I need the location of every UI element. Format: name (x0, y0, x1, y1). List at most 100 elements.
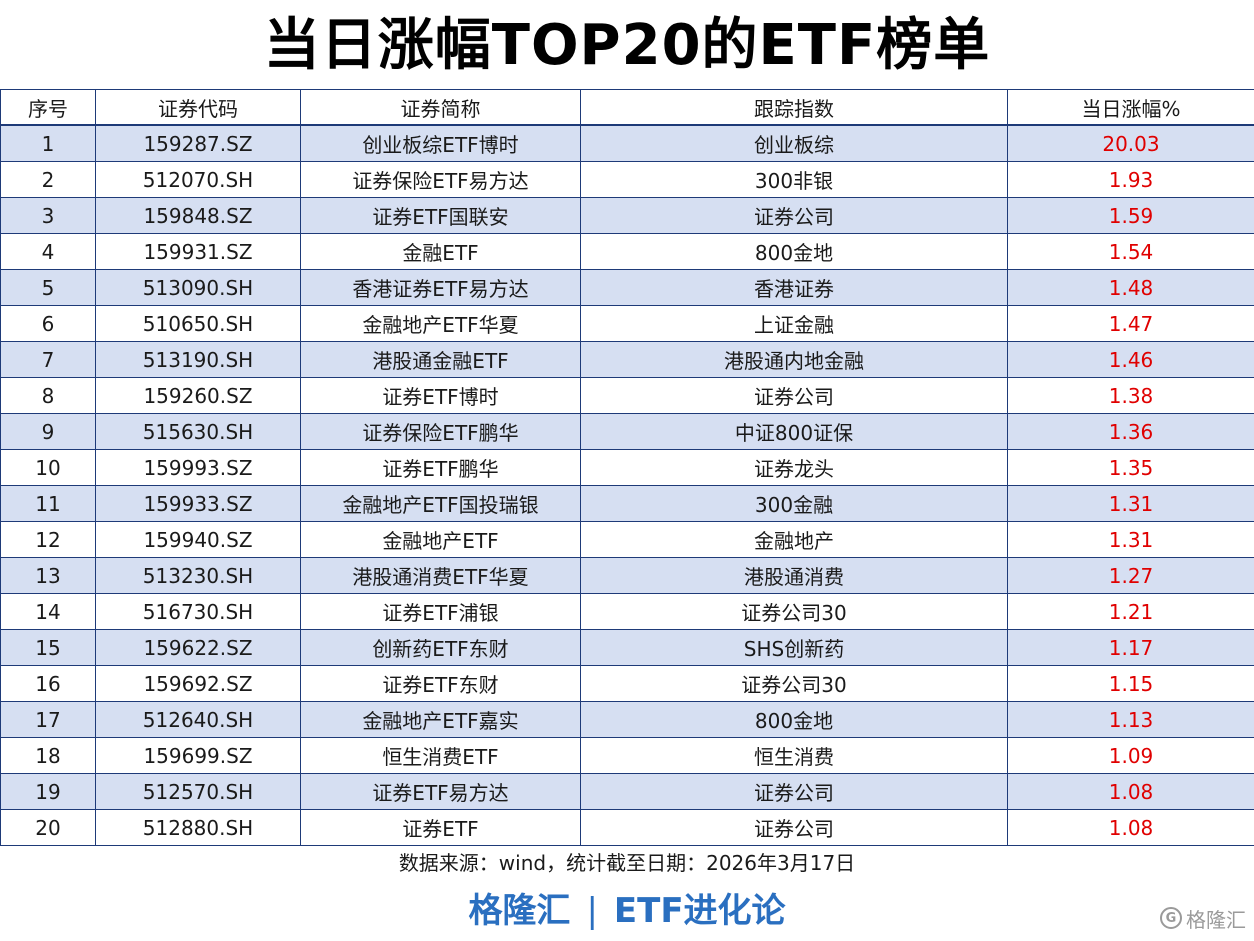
table-row: 7 513190.SH 港股通金融ETF 港股通内地金融 1.46 (0, 341, 1254, 378)
header-code: 证券代码 (95, 89, 301, 126)
cell-tracking-index: 金融地产 (580, 521, 1008, 558)
cell-tracking-index: 港股通消费 (580, 557, 1008, 594)
table-row: 18 159699.SZ 恒生消费ETF 恒生消费 1.09 (0, 737, 1254, 774)
cell-name: 金融ETF (300, 233, 581, 270)
cell-daily-change: 1.21 (1007, 593, 1254, 630)
data-source-note: 数据来源：wind，统计截至日期：2026年3月17日 (398, 851, 856, 875)
cell-code: 159848.SZ (95, 197, 301, 234)
cell-name: 创新药ETF东财 (300, 629, 581, 666)
cell-tracking-index: 证券公司 (580, 197, 1008, 234)
cell-name: 证券ETF浦银 (300, 593, 581, 630)
table-row: 5 513090.SH 香港证券ETF易方达 香港证券 1.48 (0, 269, 1254, 306)
cell-code: 512570.SH (95, 773, 301, 810)
table-row: 12 159940.SZ 金融地产ETF 金融地产 1.31 (0, 521, 1254, 558)
cell-code: 512070.SH (95, 161, 301, 198)
cell-index: 10 (0, 449, 96, 486)
cell-tracking-index: 证券公司 (580, 809, 1008, 846)
cell-daily-change: 1.59 (1007, 197, 1254, 234)
table-row: 9 515630.SH 证券保险ETF鹏华 中证800证保 1.36 (0, 413, 1254, 450)
cell-tracking-index: 证券公司 (580, 377, 1008, 414)
cell-daily-change: 1.15 (1007, 665, 1254, 702)
cell-name: 金融地产ETF华夏 (300, 305, 581, 342)
cell-code: 159699.SZ (95, 737, 301, 774)
cell-code: 159622.SZ (95, 629, 301, 666)
table-row: 10 159993.SZ 证券ETF鹏华 证券龙头 1.35 (0, 449, 1254, 486)
table-row: 11 159933.SZ 金融地产ETF国投瑞银 300金融 1.31 (0, 485, 1254, 522)
cell-tracking-index: 中证800证保 (580, 413, 1008, 450)
cell-code: 513230.SH (95, 557, 301, 594)
cell-name: 证券ETF东财 (300, 665, 581, 702)
cell-tracking-index: 证券公司30 (580, 665, 1008, 702)
table-row: 15 159622.SZ 创新药ETF东财 SHS创新药 1.17 (0, 629, 1254, 666)
cell-daily-change: 1.09 (1007, 737, 1254, 774)
cell-tracking-index: 300非银 (580, 161, 1008, 198)
table-row: 13 513230.SH 港股通消费ETF华夏 港股通消费 1.27 (0, 557, 1254, 594)
cell-tracking-index: 证券公司 (580, 773, 1008, 810)
gelonghui-logo-icon: G (1160, 907, 1182, 929)
brand-footer: 格隆汇 | ETF进化论 (0, 886, 1254, 936)
cell-tracking-index: 香港证券 (580, 269, 1008, 306)
cell-name: 证券ETF国联安 (300, 197, 581, 234)
table-row: 17 512640.SH 金融地产ETF嘉实 800金地 1.13 (0, 701, 1254, 738)
cell-code: 510650.SH (95, 305, 301, 342)
table-header-row: 序号 证券代码 证券简称 跟踪指数 当日涨幅% (0, 89, 1254, 126)
cell-daily-change: 1.47 (1007, 305, 1254, 342)
cell-index: 11 (0, 485, 96, 522)
header-name: 证券简称 (300, 89, 581, 126)
cell-index: 1 (0, 124, 96, 162)
table-body: 1 159287.SZ 创业板综ETF博时 创业板综 20.03 2 512070.SH 证券… (0, 124, 1254, 846)
cell-tracking-index: 证券公司30 (580, 593, 1008, 630)
cell-name: 港股通金融ETF (300, 341, 581, 378)
cell-code: 159260.SZ (95, 377, 301, 414)
cell-index: 16 (0, 665, 96, 702)
cell-index: 2 (0, 161, 96, 198)
table-row: 16 159692.SZ 证券ETF东财 证券公司30 1.15 (0, 665, 1254, 702)
table-row: 3 159848.SZ 证券ETF国联安 证券公司 1.59 (0, 197, 1254, 234)
table-row: 8 159260.SZ 证券ETF博时 证券公司 1.38 (0, 377, 1254, 414)
cell-code: 512880.SH (95, 809, 301, 846)
cell-index: 17 (0, 701, 96, 738)
cell-index: 9 (0, 413, 96, 450)
header-tracking-index: 跟踪指数 (580, 89, 1008, 126)
cell-daily-change: 1.17 (1007, 629, 1254, 666)
cell-code: 159287.SZ (95, 124, 301, 162)
cell-index: 19 (0, 773, 96, 810)
cell-name: 证券保险ETF鹏华 (300, 413, 581, 450)
table-row: 6 510650.SH 金融地产ETF华夏 上证金融 1.47 (0, 305, 1254, 342)
cell-code: 159940.SZ (95, 521, 301, 558)
cell-daily-change: 1.93 (1007, 161, 1254, 198)
cell-tracking-index: 创业板综 (580, 124, 1008, 162)
cell-daily-change: 1.08 (1007, 773, 1254, 810)
table-row: 14 516730.SH 证券ETF浦银 证券公司30 1.21 (0, 593, 1254, 630)
cell-name: 香港证券ETF易方达 (300, 269, 581, 306)
cell-daily-change: 1.48 (1007, 269, 1254, 306)
table-row: 2 512070.SH 证券保险ETF易方达 300非银 1.93 (0, 161, 1254, 198)
cell-index: 3 (0, 197, 96, 234)
watermark-text: 格隆汇 (1186, 907, 1246, 932)
cell-code: 159692.SZ (95, 665, 301, 702)
cell-name: 金融地产ETF国投瑞银 (300, 485, 581, 522)
cell-name: 证券ETF (300, 809, 581, 846)
cell-name: 证券ETF易方达 (300, 773, 581, 810)
cell-code: 516730.SH (95, 593, 301, 630)
cell-name: 金融地产ETF嘉实 (300, 701, 581, 738)
cell-name: 证券保险ETF易方达 (300, 161, 581, 198)
cell-code: 513190.SH (95, 341, 301, 378)
cell-tracking-index: SHS创新药 (580, 629, 1008, 666)
etf-ranking-table: 序号 证券代码 证券简称 跟踪指数 当日涨幅% 1 159287.SZ 创业板综ET… (0, 89, 1254, 846)
brand-separator: | (586, 891, 598, 931)
cell-index: 7 (0, 341, 96, 378)
cell-code: 159933.SZ (95, 485, 301, 522)
cell-index: 6 (0, 305, 96, 342)
cell-index: 18 (0, 737, 96, 774)
cell-daily-change: 1.36 (1007, 413, 1254, 450)
table-row: 1 159287.SZ 创业板综ETF博时 创业板综 20.03 (0, 124, 1254, 162)
cell-name: 港股通消费ETF华夏 (300, 557, 581, 594)
cell-daily-change: 1.35 (1007, 449, 1254, 486)
cell-code: 159993.SZ (95, 449, 301, 486)
cell-tracking-index: 上证金融 (580, 305, 1008, 342)
cell-name: 恒生消费ETF (300, 737, 581, 774)
cell-tracking-index: 证券龙头 (580, 449, 1008, 486)
page-title: 当日涨幅TOP20的ETF榜单 (263, 13, 991, 78)
cell-daily-change: 1.27 (1007, 557, 1254, 594)
